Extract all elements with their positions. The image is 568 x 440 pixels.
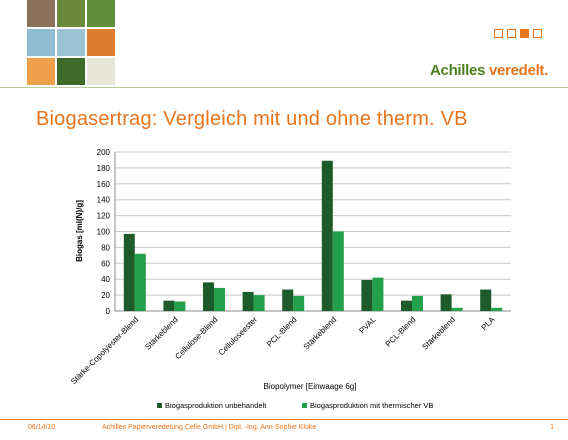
decor-square-outline <box>533 29 542 38</box>
blue-pattern-photo-tile <box>57 29 85 56</box>
legend-label: Biogasproduktion mit thermischer VB <box>310 401 433 410</box>
header-divider <box>0 87 568 88</box>
leaf-photo-tile <box>87 0 115 27</box>
bar <box>440 294 452 311</box>
x-tick-label: Stärkeblend <box>420 315 457 352</box>
bars <box>123 160 503 311</box>
y-tick-label: 100 <box>97 228 111 237</box>
bar <box>321 160 333 311</box>
y-tick-label: 200 <box>97 148 111 157</box>
bar <box>451 307 463 311</box>
footer-company: Achilles Papierveredelung Celle GmbH | D… <box>102 424 317 431</box>
x-tick-label: Celluloseester <box>217 315 259 357</box>
bar <box>253 295 265 311</box>
bar <box>123 233 135 311</box>
x-tick-label: PCL-Blend <box>384 315 418 349</box>
bar <box>203 282 214 311</box>
brand-suffix: veredelt. <box>489 62 548 79</box>
legend: Biogasproduktion unbehandelt Biogasproduk… <box>157 401 433 410</box>
x-tick-label: Cellulose-Blend <box>173 315 219 361</box>
eye-photo-tile <box>57 0 85 27</box>
y-tick-label: 20 <box>101 291 110 300</box>
bar <box>401 300 412 311</box>
footer-divider <box>0 419 568 420</box>
page-number: 1 <box>550 424 554 431</box>
bar <box>480 289 492 311</box>
bar <box>361 279 373 311</box>
brand-logo: Achilles veredelt. <box>430 62 548 79</box>
y-tick-label: 160 <box>97 180 111 189</box>
brand-name: Achilles <box>430 62 486 79</box>
bar <box>174 301 186 311</box>
x-tick-labels: Stärke-Copolyester-Blend StärkeblendCellu… <box>69 315 497 387</box>
y-tick-label: 0 <box>106 307 111 316</box>
orange-fabric-photo-tile <box>27 58 55 85</box>
x-axis-label: Biopolymer [Einwaage 6g] <box>264 382 357 391</box>
header-photo-mosaic <box>27 0 117 88</box>
x-tick-label: PVAL <box>357 315 378 336</box>
y-tick-label: 60 <box>101 259 110 268</box>
bar <box>134 253 146 311</box>
bar <box>372 277 384 311</box>
x-tick-label: Stärkeblend <box>302 315 339 352</box>
footer-date: 06/14/10 <box>28 424 56 431</box>
y-tick-label: 140 <box>97 196 111 205</box>
slide-title: Biogasertrag: Vergleich mit und ohne the… <box>36 108 468 130</box>
legend-swatch <box>302 403 307 408</box>
bar <box>491 307 503 311</box>
y-tick-label: 180 <box>97 164 111 173</box>
bar <box>214 287 225 311</box>
bar <box>293 295 305 311</box>
decor-square-filled <box>520 29 529 38</box>
y-tick-label: 40 <box>101 275 110 284</box>
grid-lines <box>114 151 511 312</box>
water-drops-photo-tile <box>27 29 55 56</box>
y-axis-label: Biogas [ml(N)/g] <box>75 200 84 262</box>
bar <box>242 291 254 311</box>
x-tick-label: Stärkeblend <box>143 315 180 352</box>
y-tick-labels: 0 20 40 60 80 100 120 140 160 180 200 <box>97 148 111 316</box>
y-tick-label: 80 <box>101 243 110 252</box>
orange-texture-photo-tile <box>87 29 115 56</box>
bar <box>412 295 423 311</box>
x-tick-label: Stärke-Copolyester-Blend <box>69 315 140 386</box>
x-tick-label: PCL-Blend <box>265 315 299 349</box>
decor-square-outline <box>494 29 503 38</box>
y-tick-label: 120 <box>97 212 111 221</box>
bar <box>282 289 294 311</box>
decor-square-outline <box>507 29 516 38</box>
legend-label: Biogasproduktion unbehandelt <box>165 401 267 410</box>
x-tick-label: PLA <box>480 315 498 333</box>
wood-bark-photo-tile <box>27 0 55 27</box>
legend-swatch <box>157 403 162 408</box>
light-fabric-photo-tile <box>87 58 115 85</box>
bar <box>332 231 344 311</box>
green-foliage-photo-tile <box>57 58 85 85</box>
bar <box>163 300 175 311</box>
